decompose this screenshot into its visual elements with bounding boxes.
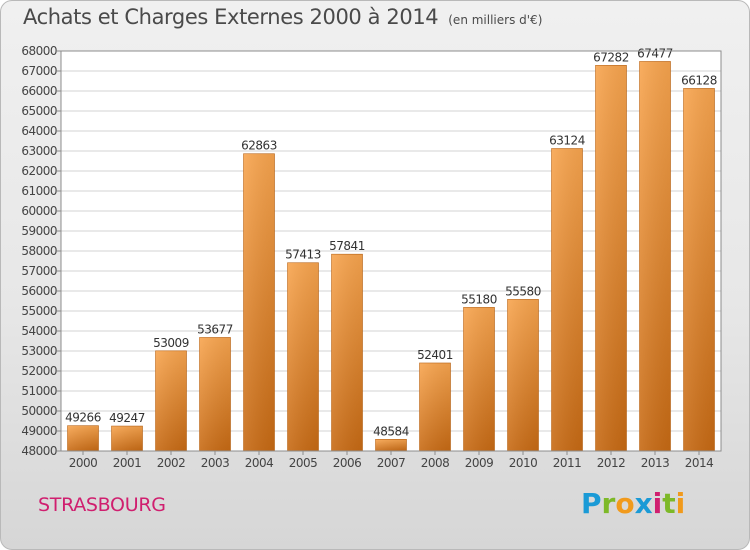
bar-shade [639,61,671,452]
proxiti-logo: Proxiti [581,487,685,520]
bar-shade [331,254,363,451]
logo-letter: t [662,487,676,520]
chart-subtitle: (en milliers d'€) [448,13,543,27]
x-tick-label: 2001 [113,456,142,470]
x-tick-label: 2010 [509,456,538,470]
data-label: 49247 [109,411,145,425]
x-tick-label: 2007 [377,456,406,470]
data-labels: 49266 49247 53009 53677 62863 57413 57841 48584… [65,46,717,438]
logo-letter: x [634,487,653,520]
y-tick-label: 66000 [21,84,57,98]
x-tick-label: 2004 [245,456,274,470]
data-label: 49266 [65,411,101,425]
y-tick-label: 60000 [21,204,57,218]
data-label: 55580 [505,284,541,298]
data-label: 53009 [153,336,189,350]
logo-letter: r [601,487,616,520]
bar-shade [199,337,231,451]
y-tick-label: 48000 [21,444,57,458]
bar-shade [463,307,495,451]
bar-shade [683,88,715,451]
x-tick-label: 2003 [201,456,230,470]
y-tick-label: 54000 [21,324,57,338]
x-tick-label: 2014 [685,456,714,470]
y-tick-label: 59000 [21,224,57,238]
x-tick-label: 2002 [157,456,186,470]
y-tick-label: 57000 [21,264,57,278]
data-label: 57841 [329,239,365,253]
y-tick-label: 63000 [21,144,57,158]
data-label: 63124 [549,134,585,148]
y-tick-label: 56000 [21,284,57,298]
chart-title: Achats et Charges Externes 2000 à 2014 (e… [23,5,542,29]
bar-shade [419,362,451,451]
logo-letter: o [615,487,635,520]
data-label: 66128 [681,73,717,87]
y-tick-label: 62000 [21,164,57,178]
x-tick-label: 2008 [421,456,450,470]
plot-border [60,50,722,452]
data-label: 67477 [637,46,673,60]
y-tick-label: 61000 [21,184,57,198]
data-label: 62863 [241,139,277,153]
x-tick-label: 2011 [553,456,582,470]
x-tick-label: 2000 [69,456,98,470]
data-label: 52401 [417,348,453,362]
x-tick-label: 2012 [597,456,626,470]
data-label: 67282 [593,50,629,64]
bar-shade [507,299,539,451]
y-tick-label: 55000 [21,304,57,318]
bar-shade [67,425,99,451]
y-tick-label: 64000 [21,124,57,138]
x-tick-label: 2005 [289,456,318,470]
bar-shade [375,439,407,451]
data-label: 55180 [461,292,497,306]
chart-title-text: Achats et Charges Externes 2000 à 2014 [23,5,439,29]
y-tick-label: 50000 [21,404,57,418]
y-tick-label: 53000 [21,344,57,358]
x-tick-label: 2006 [333,456,362,470]
data-label: 53677 [197,322,233,336]
y-axis-ticks: 48000 49000 50000 51000 52000 53000 54000 55000… [21,44,61,458]
bar-shade [111,426,143,451]
y-tick-label: 49000 [21,424,57,438]
bar-shade [595,65,627,452]
y-tick-label: 68000 [21,44,57,58]
y-tick-label: 65000 [21,104,57,118]
bar-shade [243,153,275,452]
y-tick-label: 67000 [21,64,57,78]
y-tick-label: 52000 [21,364,57,378]
bar-shade [287,262,319,451]
y-tick-label: 58000 [21,244,57,258]
bars [67,61,715,452]
city-name: STRASBOURG [38,494,166,516]
x-axis-ticks: 2000 2001 2002 2003 2004 2005 2006 2007 2008 2009… [69,451,714,470]
logo-letter: P [581,487,602,520]
logo-letter: i [652,487,663,520]
bar-shade [551,148,583,451]
x-tick-label: 2013 [641,456,670,470]
bar-shade [155,350,187,451]
data-label: 48584 [373,424,409,438]
data-label: 57413 [285,248,321,262]
logo-letter: i [675,487,686,520]
y-tick-label: 51000 [21,384,57,398]
x-tick-label: 2009 [465,456,494,470]
